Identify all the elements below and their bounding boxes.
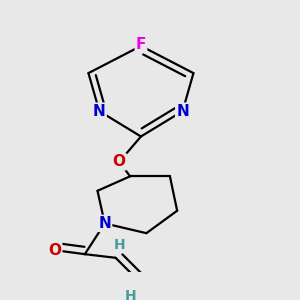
Text: O: O bbox=[48, 243, 61, 258]
Text: N: N bbox=[93, 103, 106, 118]
Text: N: N bbox=[176, 103, 189, 118]
Text: H: H bbox=[113, 238, 125, 252]
Text: N: N bbox=[98, 216, 111, 231]
Text: F: F bbox=[136, 37, 146, 52]
Text: H: H bbox=[124, 289, 136, 300]
Text: O: O bbox=[113, 154, 126, 169]
